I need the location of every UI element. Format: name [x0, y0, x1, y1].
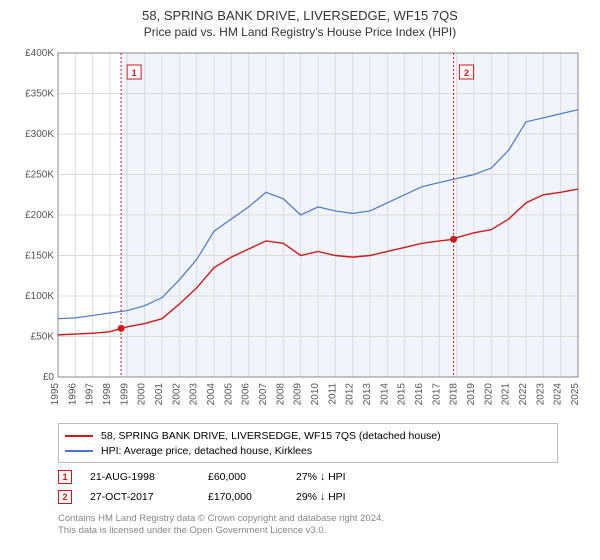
svg-text:2023: 2023	[535, 383, 546, 406]
svg-text:2019: 2019	[466, 383, 477, 406]
attribution-line: This data is licensed under the Open Gov…	[58, 525, 588, 537]
svg-text:2014: 2014	[379, 383, 390, 406]
svg-text:2005: 2005	[223, 383, 234, 406]
svg-text:1998: 1998	[102, 383, 113, 406]
marker-date: 27-OCT-2017	[90, 491, 190, 503]
svg-text:2013: 2013	[362, 383, 373, 406]
svg-text:£300K: £300K	[25, 129, 54, 140]
marker-badge: 2	[58, 490, 72, 504]
svg-text:2009: 2009	[293, 383, 304, 406]
price-chart: £0 £50K £100K £150K £200K £250K £300K £350K £400…	[12, 47, 588, 417]
svg-text:2008: 2008	[275, 383, 286, 406]
legend-row: 58, SPRING BANK DRIVE, LIVERSEDGE, WF15 …	[65, 428, 551, 443]
svg-text:£400K: £400K	[25, 48, 54, 59]
marker-badge: 1	[58, 470, 72, 484]
svg-text:£50K: £50K	[31, 332, 55, 343]
svg-text:1: 1	[132, 68, 137, 78]
svg-text:2010: 2010	[310, 383, 321, 406]
legend: 58, SPRING BANK DRIVE, LIVERSEDGE, WF15 …	[58, 423, 558, 463]
marker-price: £170,000	[208, 491, 278, 503]
svg-text:2017: 2017	[431, 383, 442, 406]
svg-text:2006: 2006	[241, 383, 252, 406]
marker-table: 1 21-AUG-1998 £60,000 27% ↓ HPI 2 27-OCT-2017…	[58, 467, 588, 507]
svg-text:2000: 2000	[137, 383, 148, 406]
legend-swatch	[65, 435, 93, 437]
svg-text:2011: 2011	[327, 383, 338, 405]
attribution-line: Contains HM Land Registry data © Crown c…	[58, 513, 588, 525]
svg-text:2001: 2001	[154, 383, 165, 406]
svg-text:£250K: £250K	[25, 170, 54, 181]
svg-text:2003: 2003	[189, 383, 200, 406]
svg-text:2018: 2018	[449, 383, 460, 406]
marker-pct: 29% ↓ HPI	[296, 491, 386, 503]
marker-date: 21-AUG-1998	[90, 471, 190, 483]
svg-text:2021: 2021	[501, 383, 512, 406]
page-title: 58, SPRING BANK DRIVE, LIVERSEDGE, WF15 …	[12, 8, 588, 23]
svg-text:£200K: £200K	[25, 210, 54, 221]
svg-text:2020: 2020	[483, 383, 494, 406]
svg-text:2004: 2004	[206, 383, 217, 406]
svg-text:2007: 2007	[258, 383, 269, 406]
svg-text:2025: 2025	[570, 383, 581, 406]
legend-row: HPI: Average price, detached house, Kirk…	[65, 443, 551, 458]
svg-text:£150K: £150K	[25, 251, 54, 262]
svg-text:2024: 2024	[553, 383, 564, 406]
svg-text:2015: 2015	[397, 383, 408, 406]
marker-price: £60,000	[208, 471, 278, 483]
marker-row: 2 27-OCT-2017 £170,000 29% ↓ HPI	[58, 487, 588, 507]
marker-pct: 27% ↓ HPI	[296, 471, 386, 483]
svg-text:2: 2	[464, 68, 469, 78]
attribution: Contains HM Land Registry data © Crown c…	[58, 513, 588, 538]
svg-text:2022: 2022	[518, 383, 529, 406]
svg-text:2002: 2002	[171, 383, 182, 406]
legend-swatch	[65, 450, 93, 452]
svg-text:1995: 1995	[50, 383, 61, 406]
svg-text:1997: 1997	[85, 383, 96, 406]
svg-text:2016: 2016	[414, 383, 425, 406]
legend-label: 58, SPRING BANK DRIVE, LIVERSEDGE, WF15 …	[101, 430, 441, 442]
svg-text:£350K: £350K	[25, 89, 54, 100]
svg-text:1999: 1999	[119, 383, 130, 406]
legend-label: HPI: Average price, detached house, Kirk…	[101, 445, 312, 457]
page-subtitle: Price paid vs. HM Land Registry's House …	[12, 25, 588, 39]
svg-text:1996: 1996	[67, 383, 78, 406]
svg-text:£100K: £100K	[25, 291, 54, 302]
marker-row: 1 21-AUG-1998 £60,000 27% ↓ HPI	[58, 467, 588, 487]
svg-text:2012: 2012	[345, 383, 356, 406]
svg-text:£0: £0	[43, 372, 55, 383]
